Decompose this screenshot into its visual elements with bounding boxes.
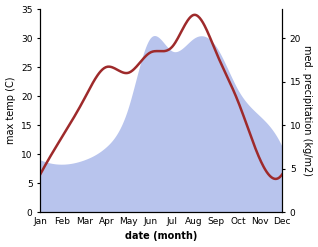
Y-axis label: max temp (C): max temp (C) <box>5 77 16 144</box>
X-axis label: date (month): date (month) <box>125 231 197 242</box>
Y-axis label: med. precipitation (kg/m2): med. precipitation (kg/m2) <box>302 45 313 176</box>
